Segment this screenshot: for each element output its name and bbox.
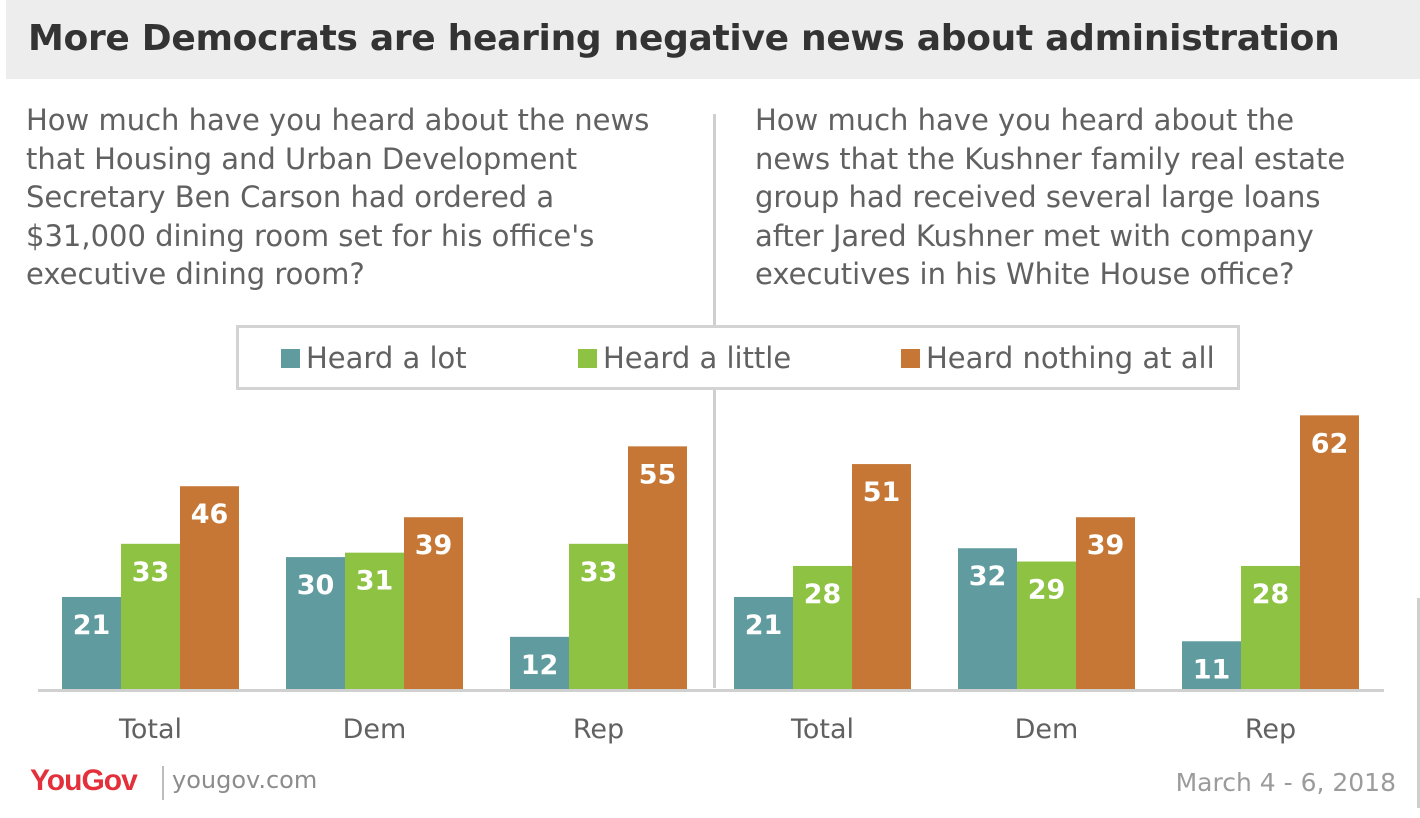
bar-dem-1: [1017, 561, 1076, 690]
bar-rep-2: [628, 446, 687, 690]
bar-total-1: [793, 565, 852, 690]
category-label: Rep: [573, 714, 624, 745]
bar-value-label: 21: [745, 610, 783, 641]
edge-line: [1417, 598, 1420, 808]
question-right-line: news that the Kushner family real estate: [755, 141, 1346, 176]
category-label: Total: [790, 714, 854, 745]
legend-label-heard-a-lot: Heard a lot: [306, 341, 467, 375]
legend-label-heard-a-little: Heard a little: [603, 341, 792, 375]
category-label: Dem: [1015, 714, 1079, 745]
footer-separator: [162, 766, 164, 800]
footer-date: March 4 - 6, 2018: [1175, 768, 1396, 797]
bar-dem-2: [1076, 517, 1135, 690]
question-left-line: $31,000 dining room set for his office's: [26, 218, 595, 253]
bar-value-label: 28: [1252, 579, 1290, 610]
panel-divider: [713, 114, 716, 326]
bar-rep-0: [510, 636, 569, 690]
bar-value-label: 29: [1028, 575, 1066, 606]
category-label: Dem: [343, 714, 407, 745]
bar-total-2: [180, 486, 239, 690]
bar-value-label: 21: [73, 610, 111, 641]
x-axis-line: [38, 689, 1384, 692]
question-right: How much have you heard about the news t…: [755, 101, 1415, 294]
yougov-logo: YouGov: [30, 764, 138, 798]
legend-label-heard-nothing: Heard nothing at all: [926, 341, 1215, 375]
question-left-line: How much have you heard about the news: [26, 103, 650, 137]
bar-rep-1: [1241, 565, 1300, 690]
question-right-line: after Jared Kushner met with company: [755, 218, 1314, 253]
chart-title: More Democrats are hearing negative news…: [28, 18, 1340, 59]
legend-item-heard-a-lot: Heard a lot: [281, 340, 467, 376]
bar-dem-2: [404, 517, 463, 690]
legend-item-heard-a-little: Heard a little: [578, 340, 791, 376]
bar-value-label: 62: [1311, 428, 1349, 459]
logo-gov: Gov: [81, 764, 137, 797]
bar-dem-0: [286, 557, 345, 690]
bar-value-label: 30: [297, 570, 335, 601]
question-left-line: Secretary Ben Carson had ordered a: [26, 180, 555, 214]
bar-value-label: 28: [804, 579, 842, 610]
bar-value-label: 33: [132, 557, 170, 588]
bar-value-label: 55: [639, 459, 677, 490]
question-right-line: How much have you heard about the: [755, 103, 1295, 137]
question-right-line: executives in his White House office?: [755, 257, 1295, 291]
question-left-line: that Housing and Urban Development: [26, 141, 578, 176]
question-left: How much have you heard about the news t…: [26, 101, 706, 294]
bar-total-0: [734, 596, 793, 690]
bar-rep-0: [1182, 641, 1241, 690]
bar-total-2: [852, 464, 911, 690]
bar-value-label: 32: [969, 561, 1007, 592]
question-right-line: group had received several large loans: [755, 180, 1321, 214]
bar-value-label: 33: [580, 557, 618, 588]
panel-divider: [713, 390, 716, 688]
bar-value-label: 39: [415, 530, 453, 561]
legend-item-heard-nothing: Heard nothing at all: [901, 340, 1215, 376]
legend: Heard a lot Heard a little Heard nothing…: [236, 325, 1240, 390]
bar-value-label: 51: [863, 477, 901, 508]
bar-dem-0: [958, 548, 1017, 690]
logo-you: You: [30, 764, 82, 797]
bar-value-label: 46: [191, 499, 229, 530]
bar-rep-1: [569, 543, 628, 690]
legend-swatch-heard-nothing: [901, 348, 920, 368]
bar-value-label: 31: [356, 566, 394, 597]
legend-swatch-heard-a-lot: [281, 348, 300, 368]
bar-value-label: 11: [1193, 654, 1231, 685]
bar-rep-2: [1300, 415, 1359, 690]
title-bar: More Democrats are hearing negative news…: [6, 0, 1420, 79]
bar-value-label: 39: [1087, 530, 1125, 561]
bar-dem-1: [345, 552, 404, 690]
question-left-line: executive dining room?: [26, 257, 365, 291]
bar-total-1: [121, 543, 180, 690]
bar-value-label: 12: [521, 650, 559, 681]
bar-total-0: [62, 596, 121, 690]
footer-site[interactable]: yougov.com: [172, 766, 318, 794]
category-label: Rep: [1245, 714, 1296, 745]
category-label: Total: [118, 714, 182, 745]
legend-swatch-heard-a-little: [578, 348, 597, 368]
